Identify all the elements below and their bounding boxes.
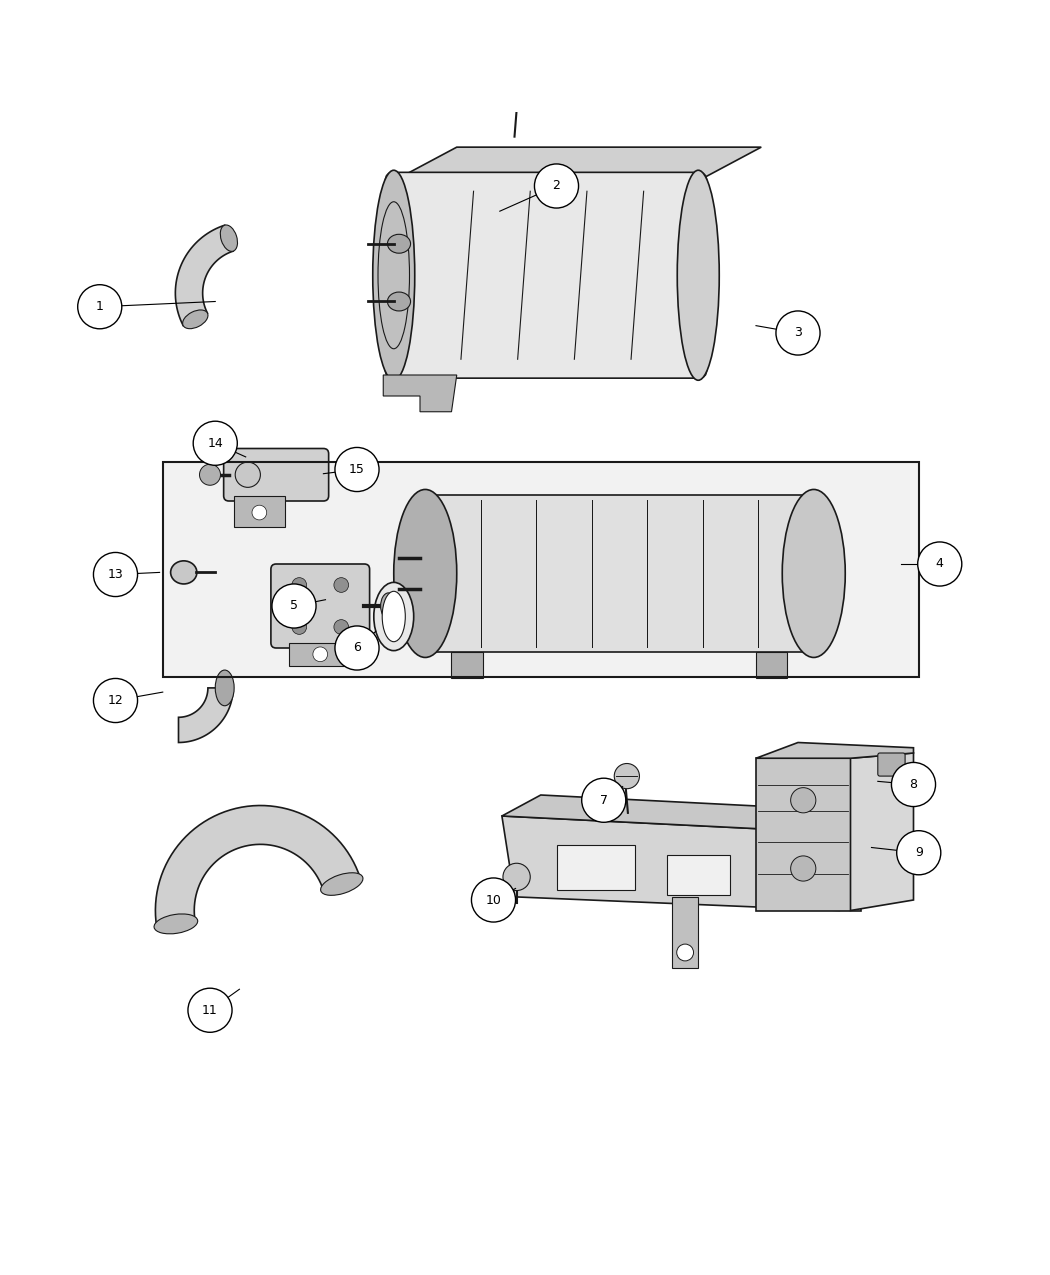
Bar [556,845,635,890]
Circle shape [335,448,379,492]
Circle shape [676,944,693,961]
Circle shape [507,66,532,92]
Circle shape [292,578,307,593]
Polygon shape [178,688,233,742]
Polygon shape [672,896,698,968]
FancyBboxPatch shape [271,564,370,648]
Ellipse shape [387,292,411,311]
Circle shape [188,988,232,1033]
Ellipse shape [374,583,414,650]
Text: 2: 2 [552,180,561,193]
Ellipse shape [320,873,363,895]
Text: 3: 3 [794,326,802,339]
FancyBboxPatch shape [878,754,905,776]
Text: 7: 7 [600,794,608,807]
Circle shape [534,164,579,208]
Bar [289,643,352,666]
Polygon shape [394,147,761,181]
Ellipse shape [154,914,197,933]
Polygon shape [850,754,913,910]
Circle shape [252,505,267,520]
Circle shape [334,578,349,593]
Circle shape [582,778,626,822]
Circle shape [93,552,138,597]
Bar [163,462,919,677]
Circle shape [193,421,237,465]
Text: 6: 6 [353,641,361,654]
Circle shape [503,863,530,890]
Text: 9: 9 [915,847,923,859]
Text: 8: 8 [909,778,918,790]
Circle shape [334,620,349,635]
Bar [425,495,814,653]
Text: 10: 10 [485,894,502,907]
Ellipse shape [215,671,234,706]
FancyBboxPatch shape [224,449,329,501]
Bar [163,462,919,677]
Ellipse shape [183,310,208,329]
Text: 14: 14 [208,437,223,450]
Text: 15: 15 [349,463,365,476]
Text: 12: 12 [107,694,124,708]
Circle shape [313,646,328,662]
Circle shape [235,462,260,487]
FancyBboxPatch shape [385,172,707,379]
Text: 4: 4 [936,557,944,570]
Polygon shape [502,796,850,831]
Circle shape [335,626,379,671]
Text: 13: 13 [107,567,124,581]
Circle shape [93,678,138,723]
Circle shape [891,762,936,807]
Circle shape [292,620,307,635]
Circle shape [776,311,820,354]
Bar [756,653,788,678]
Circle shape [200,464,220,486]
Bar [452,653,483,678]
Bar [234,496,285,528]
Bar [667,854,730,895]
Ellipse shape [782,490,845,658]
Text: 5: 5 [290,599,298,612]
Text: 11: 11 [202,1003,218,1016]
Circle shape [78,284,122,329]
Ellipse shape [387,235,411,254]
Ellipse shape [170,561,197,584]
Circle shape [272,584,316,629]
Polygon shape [756,742,914,759]
Ellipse shape [394,490,457,658]
Polygon shape [502,816,840,910]
Circle shape [791,856,816,881]
Circle shape [918,542,962,586]
Polygon shape [175,226,233,325]
Circle shape [897,831,941,875]
Ellipse shape [373,171,415,380]
Polygon shape [155,806,360,927]
Polygon shape [756,759,861,910]
Text: 1: 1 [96,300,104,314]
Circle shape [614,764,639,789]
Circle shape [471,878,516,922]
Ellipse shape [380,593,397,620]
Ellipse shape [677,171,719,380]
Ellipse shape [220,224,237,251]
Circle shape [791,788,816,813]
Ellipse shape [382,592,405,641]
Polygon shape [383,375,457,412]
